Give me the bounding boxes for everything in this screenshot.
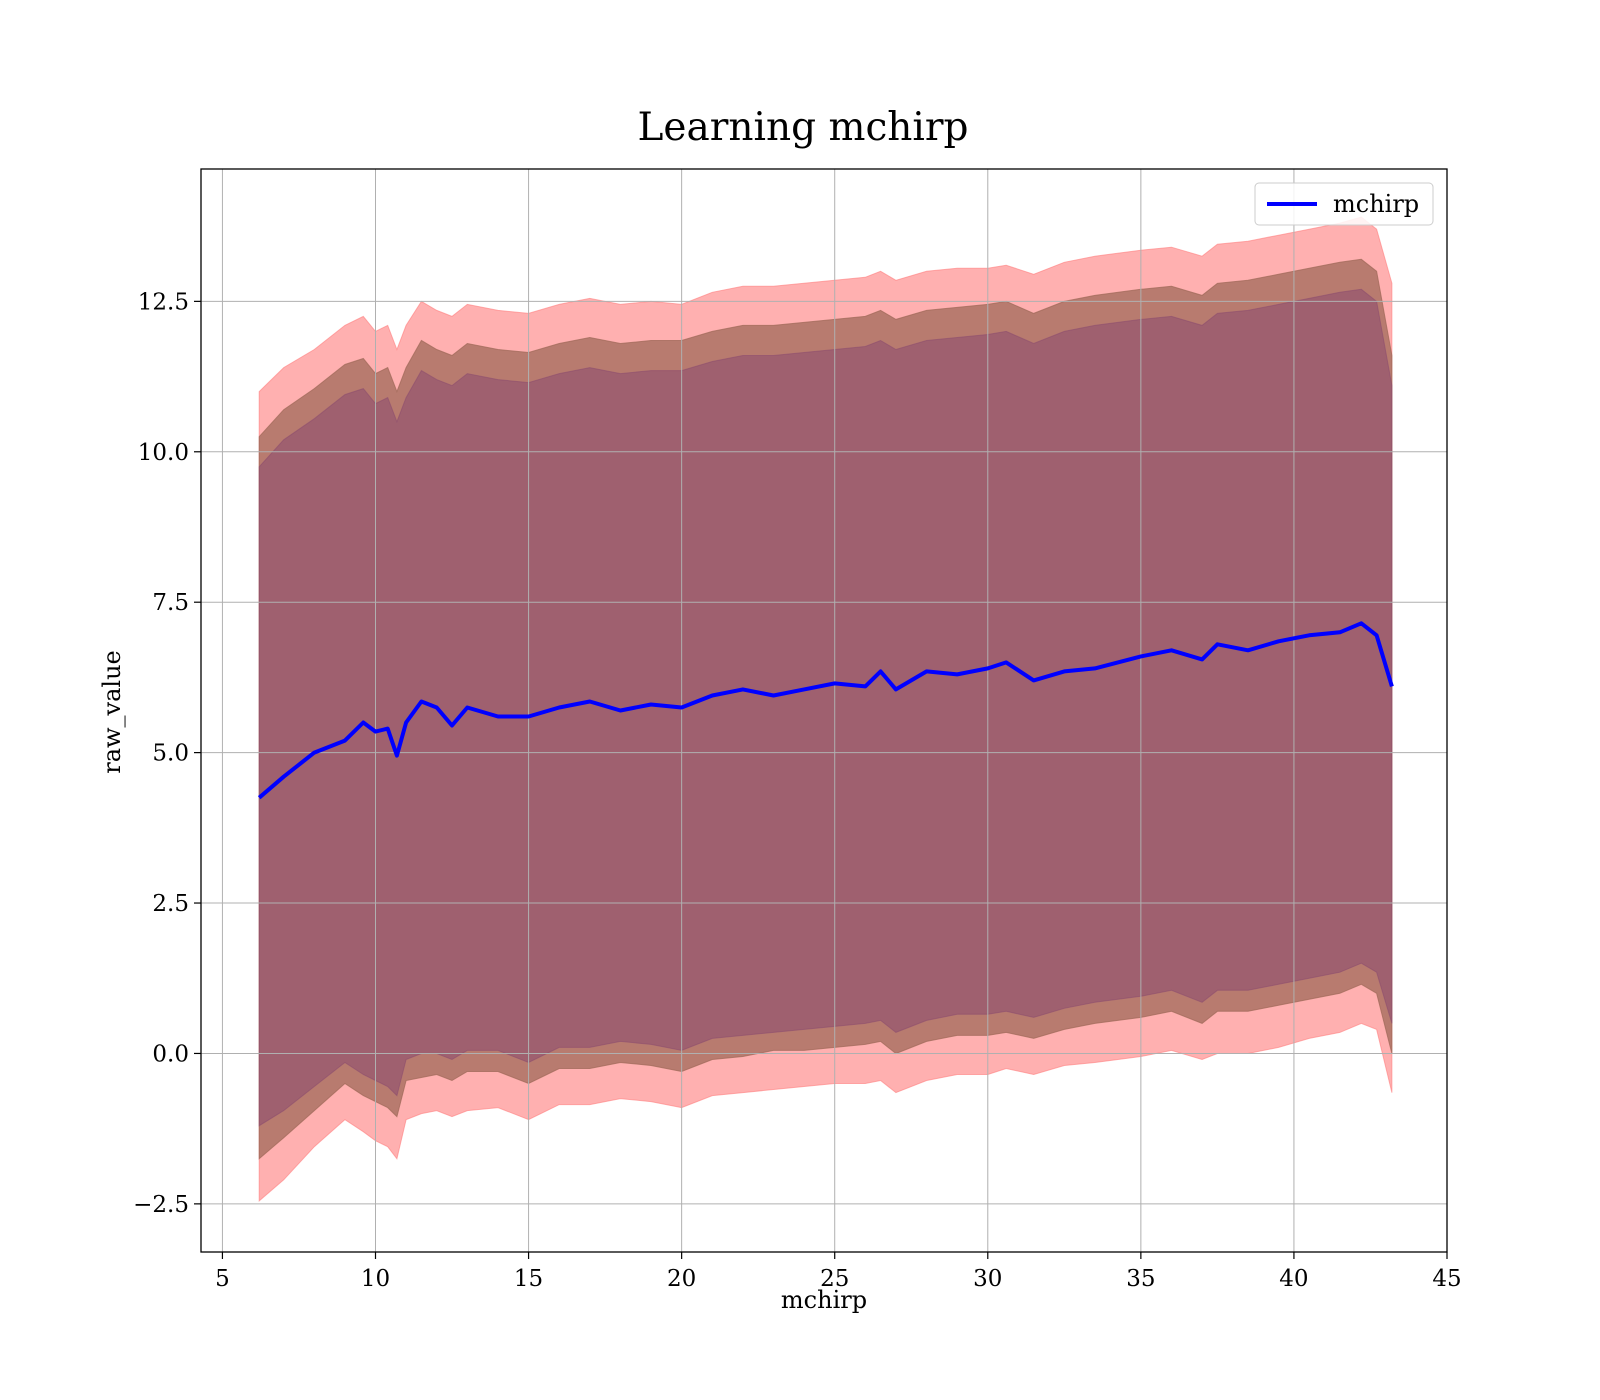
y-tick-label: 7.5: [152, 590, 189, 616]
y-tick-label: 10.0: [138, 440, 189, 466]
x-tick-label: 30: [973, 1266, 1002, 1292]
x-tick-label: 20: [667, 1266, 696, 1292]
x-tick-label: 40: [1279, 1266, 1308, 1292]
x-tick-label: 45: [1432, 1266, 1461, 1292]
series-line-mchirp: [257, 621, 1394, 800]
y-tick-label: 0.0: [152, 1041, 189, 1067]
y-tick-label: −2.5: [133, 1192, 189, 1218]
y-tick-label: 2.5: [152, 891, 189, 917]
x-tick-label: 5: [215, 1266, 230, 1292]
legend-box: [1254, 182, 1434, 226]
x-tick-label: 10: [361, 1266, 390, 1292]
x-axis-label: mchirp: [781, 1286, 867, 1314]
plot-frame: [200, 168, 1448, 1253]
x-tick-label: 35: [1126, 1266, 1155, 1292]
y-axis-label: raw_value: [98, 650, 126, 774]
y-tick-label: 5.0: [152, 741, 189, 767]
y-tick-label: 12.5: [138, 289, 189, 315]
chart-title: Learning mchirp: [638, 105, 969, 150]
confidence-band-inner: [258, 288, 1393, 1127]
legend-label-mchirp: mchirp: [1333, 190, 1419, 218]
x-tick-label: 15: [514, 1266, 543, 1292]
x-tick-label: 25: [820, 1266, 849, 1292]
